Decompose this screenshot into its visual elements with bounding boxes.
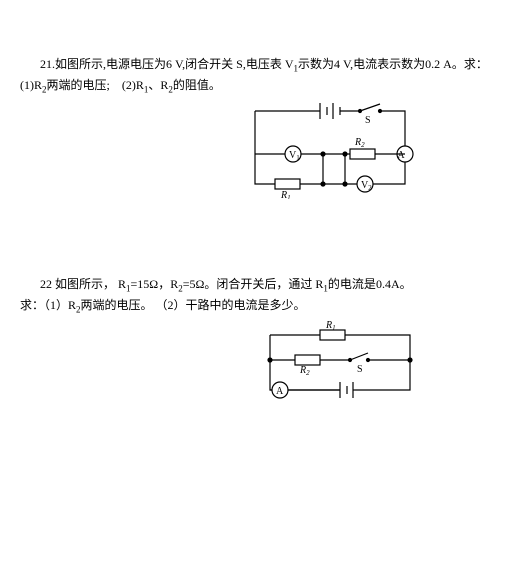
q22-l1a: 22 如图所示， R bbox=[40, 277, 126, 291]
r1-label-22: R1 bbox=[325, 320, 336, 332]
r2-label: R2 bbox=[354, 137, 365, 149]
q21-l1d: ,电流表示数为 bbox=[350, 57, 425, 71]
q21-cur: 0.2 A bbox=[425, 57, 452, 71]
q22-l1e: 。 bbox=[400, 277, 412, 291]
q21-circuit: S A V1 V2 R2 R1 bbox=[245, 99, 435, 199]
q22-circuit: R1 R2 S A bbox=[260, 320, 430, 410]
q21-l1e: 。求： bbox=[452, 57, 488, 71]
q21-v1r: 4 V bbox=[334, 57, 350, 71]
ammeter-label: A bbox=[397, 150, 405, 161]
q22-i1: 0.4A bbox=[376, 277, 400, 291]
q21-l1b: ,闭合开关 S,电压表 V bbox=[182, 57, 293, 71]
q21-text: 21.如图所示,电源电压为6 V,闭合开关 S,电压表 V1示数为4 V,电流表… bbox=[40, 55, 530, 97]
switch-s-22: S bbox=[357, 364, 363, 375]
q21-l2d: 、R bbox=[148, 78, 168, 92]
q22-text: 22 如图所示， R1=15Ω，R2=5Ω。闭合开关后，通过 R1的电流是0.4… bbox=[40, 275, 520, 317]
q22-l1d: 的电流是 bbox=[328, 277, 376, 291]
r1-label: R1 bbox=[280, 190, 291, 199]
q22-l1b: =15Ω，R bbox=[131, 277, 179, 291]
q21-l2a: (1)R bbox=[20, 78, 42, 92]
r2-label-22: R2 bbox=[299, 365, 310, 377]
q21-l1c: 示数为 bbox=[298, 57, 334, 71]
q22-l2a: 求：（1）R bbox=[20, 298, 76, 312]
q21-vsrc: 6 V bbox=[166, 57, 182, 71]
q21-l1a: 21.如图所示,电源电压为 bbox=[40, 57, 166, 71]
ammeter-22: A bbox=[276, 386, 284, 397]
q22-l1c: =5Ω。闭合开关后，通过 R bbox=[183, 277, 324, 291]
q22-l2b: 两端的电压。 （2）干路中的电流是多少。 bbox=[81, 298, 306, 312]
switch-s-label: S bbox=[365, 115, 371, 126]
q21-l2b: 两端的电压; bbox=[47, 78, 110, 92]
q21-l2e: 的阻值。 bbox=[173, 78, 221, 92]
q21-l2c: (2)R bbox=[122, 78, 144, 92]
